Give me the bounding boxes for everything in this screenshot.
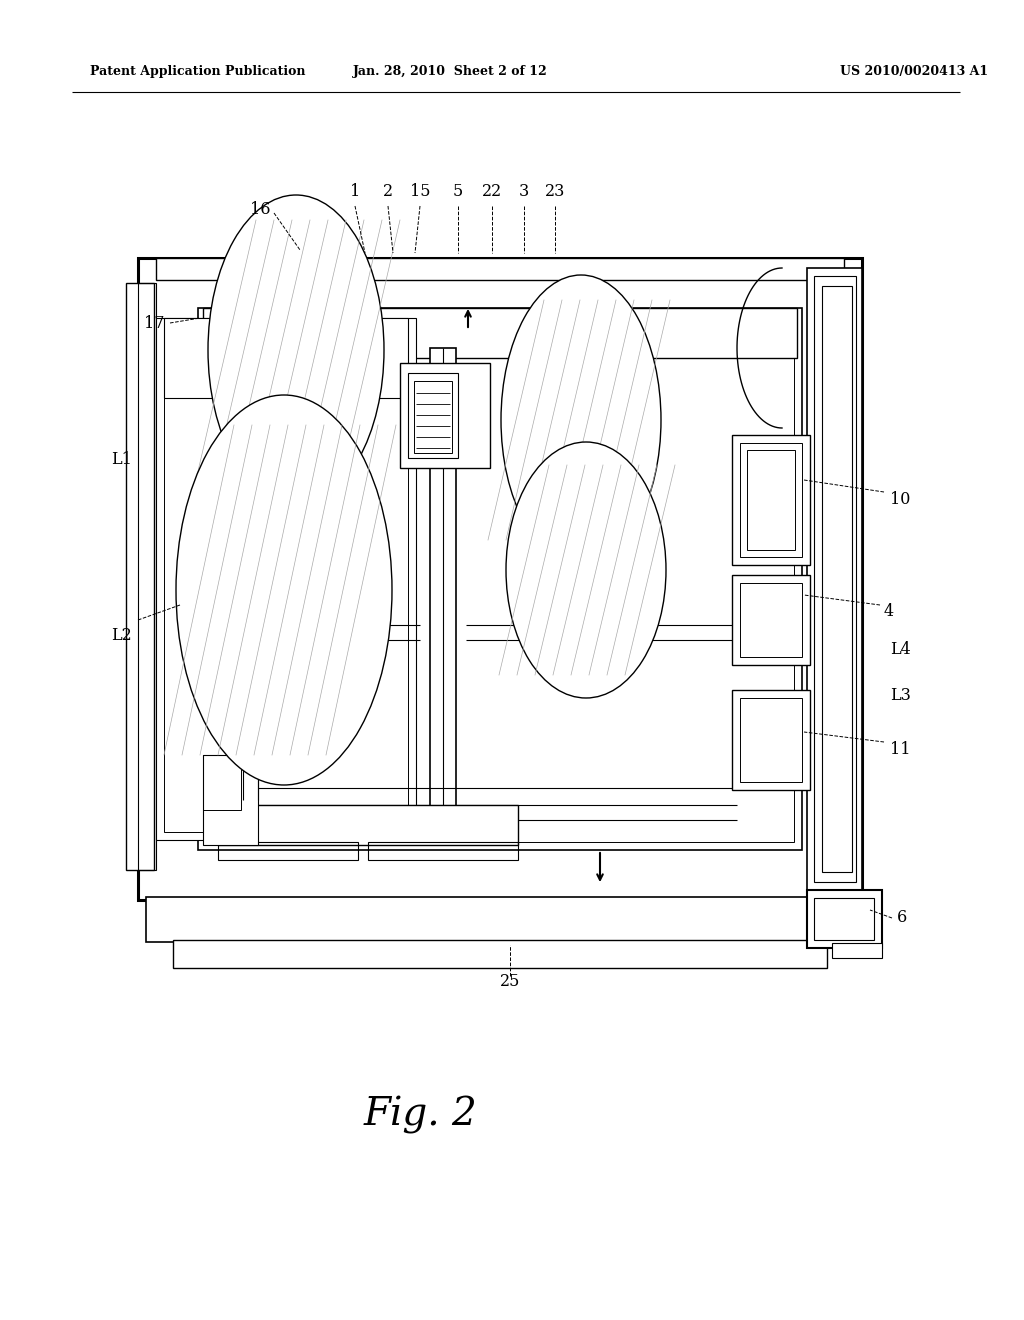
Text: 23: 23 — [545, 183, 565, 201]
Text: L4: L4 — [890, 642, 910, 659]
Bar — [814, 276, 856, 882]
Text: 11: 11 — [890, 742, 910, 759]
Bar — [146, 898, 854, 942]
FancyBboxPatch shape — [590, 310, 618, 333]
Text: Jan. 28, 2010  Sheet 2 of 12: Jan. 28, 2010 Sheet 2 of 12 — [352, 66, 548, 78]
Text: L1: L1 — [112, 451, 132, 469]
Bar — [414, 381, 452, 453]
Bar — [400, 363, 490, 469]
Bar — [156, 257, 844, 280]
Bar — [126, 282, 154, 870]
Text: 3: 3 — [519, 183, 529, 201]
Bar — [206, 315, 794, 842]
Ellipse shape — [208, 195, 384, 506]
Bar — [203, 308, 797, 358]
Bar — [740, 583, 802, 657]
Bar — [732, 576, 810, 665]
Bar — [218, 805, 518, 845]
Bar — [814, 898, 874, 940]
Text: Fig. 2: Fig. 2 — [364, 1096, 477, 1134]
Bar — [740, 698, 802, 781]
Text: 17: 17 — [144, 314, 165, 331]
Text: L2: L2 — [112, 627, 132, 644]
Bar — [368, 842, 518, 861]
FancyBboxPatch shape — [618, 310, 646, 333]
Text: 16: 16 — [250, 202, 270, 219]
Bar — [430, 348, 456, 845]
Bar — [138, 257, 862, 900]
Text: 5: 5 — [453, 183, 463, 201]
Bar — [203, 755, 258, 845]
Bar — [218, 842, 358, 861]
Text: Patent Application Publication: Patent Application Publication — [90, 66, 305, 78]
Bar — [807, 268, 862, 890]
Text: 10: 10 — [890, 491, 910, 508]
FancyBboxPatch shape — [506, 310, 534, 333]
Bar — [807, 890, 882, 948]
Text: 4: 4 — [884, 603, 894, 620]
Ellipse shape — [506, 442, 666, 698]
Bar — [156, 318, 416, 840]
Text: 2: 2 — [383, 183, 393, 201]
Bar — [732, 436, 810, 565]
Bar — [831, 942, 882, 958]
Bar — [173, 940, 827, 968]
Bar — [138, 282, 156, 870]
Bar — [746, 450, 795, 550]
Ellipse shape — [501, 275, 662, 565]
Bar — [198, 308, 802, 850]
Text: L3: L3 — [890, 686, 911, 704]
Text: 1: 1 — [350, 183, 360, 201]
FancyBboxPatch shape — [534, 310, 562, 333]
FancyBboxPatch shape — [562, 310, 590, 333]
Bar — [164, 318, 408, 399]
Text: 6: 6 — [897, 909, 907, 927]
Text: 25: 25 — [500, 974, 520, 990]
Ellipse shape — [176, 395, 392, 785]
Bar — [203, 755, 241, 810]
Bar — [732, 690, 810, 789]
Text: US 2010/0020413 A1: US 2010/0020413 A1 — [840, 66, 988, 78]
Bar — [822, 286, 852, 873]
Text: 22: 22 — [482, 183, 502, 201]
Bar — [408, 374, 458, 458]
Text: 15: 15 — [410, 183, 430, 201]
FancyBboxPatch shape — [478, 310, 506, 333]
Bar — [740, 444, 802, 557]
Bar — [164, 326, 408, 832]
